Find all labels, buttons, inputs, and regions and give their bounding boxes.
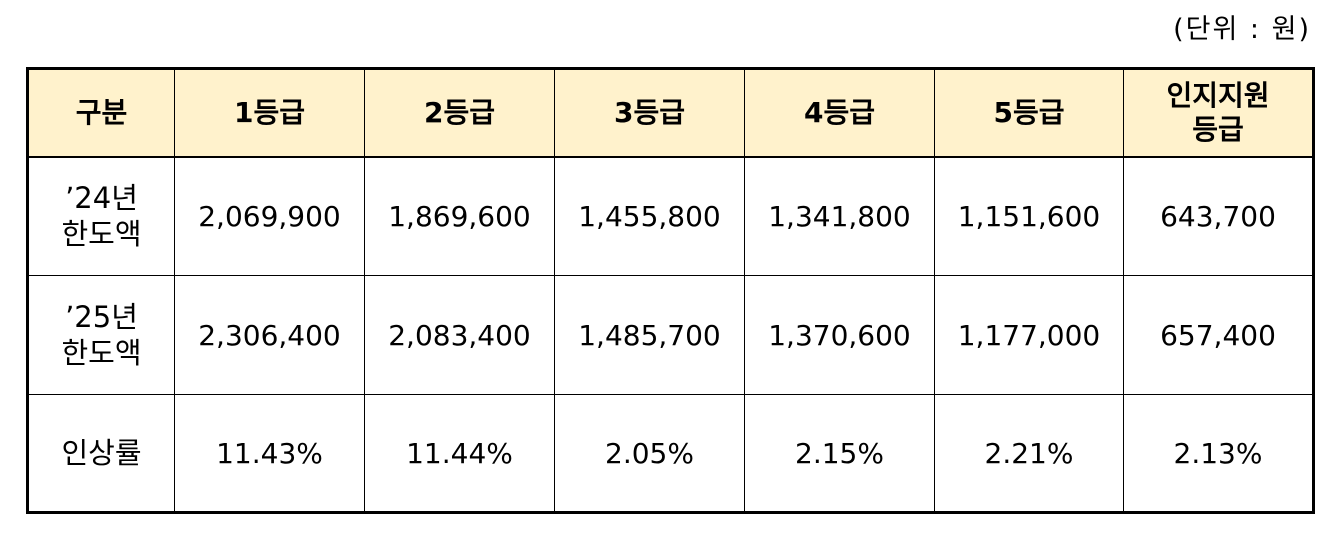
table-cell: 1,177,000	[934, 275, 1124, 395]
table-cell: 643,700	[1123, 156, 1314, 276]
table-cell: 1,455,800	[554, 156, 745, 276]
row-label-line2: 한도액	[61, 336, 142, 370]
table-cell: 11.43%	[174, 394, 365, 513]
table-cell: 1,151,600	[934, 156, 1124, 276]
row-label-line2: 한도액	[61, 217, 142, 252]
table-row: ’25년 한도액 2,306,400 2,083,400 1,485,700 1…	[27, 275, 1314, 395]
header-grade-4: 4등급	[744, 68, 935, 158]
care-limit-table: 구분 1등급 2등급 3등급 4등급 5등급 인지지원 등급 ’24년 한도액 …	[26, 67, 1315, 514]
table-cell: 11.44%	[364, 394, 555, 513]
header-cognitive-line2: 등급	[1192, 112, 1244, 146]
table-cell: 1,370,600	[744, 275, 935, 395]
row-label-line1: ’24년	[65, 181, 138, 216]
header-cognitive-grade: 인지지원 등급	[1123, 68, 1314, 158]
row-label-2024: ’24년 한도액	[27, 156, 175, 276]
table-row: 인상률 11.43% 11.44% 2.05% 2.15% 2.21% 2.13…	[27, 394, 1314, 513]
row-label-line1: ’25년	[65, 300, 138, 334]
header-grade-3: 3등급	[554, 68, 745, 158]
table-cell: 657,400	[1123, 275, 1314, 395]
table-cell: 2.15%	[744, 394, 935, 513]
unit-note: (단위 : 원)	[1173, 14, 1311, 45]
table-cell: 2,306,400	[174, 275, 365, 395]
table-cell: 1,485,700	[554, 275, 745, 395]
table-cell: 2.21%	[934, 394, 1124, 513]
table-cell: 1,341,800	[744, 156, 935, 276]
header-grade-1: 1등급	[174, 68, 365, 158]
table-row: ’24년 한도액 2,069,900 1,869,600 1,455,800 1…	[27, 156, 1314, 276]
header-row: 구분 1등급 2등급 3등급 4등급 5등급 인지지원 등급	[27, 68, 1314, 158]
row-label-2025: ’25년 한도액	[27, 275, 175, 395]
table-cell: 2,069,900	[174, 156, 365, 276]
header-grade-2: 2등급	[364, 68, 555, 158]
header-category: 구분	[27, 68, 175, 158]
header-cognitive-line1: 인지지원	[1166, 78, 1270, 112]
table-cell: 2,083,400	[364, 275, 555, 395]
table-cell: 2.13%	[1123, 394, 1314, 513]
table-cell: 2.05%	[554, 394, 745, 513]
header-grade-5: 5등급	[934, 68, 1124, 158]
table-cell: 1,869,600	[364, 156, 555, 276]
row-label-increase-rate: 인상률	[27, 394, 175, 513]
